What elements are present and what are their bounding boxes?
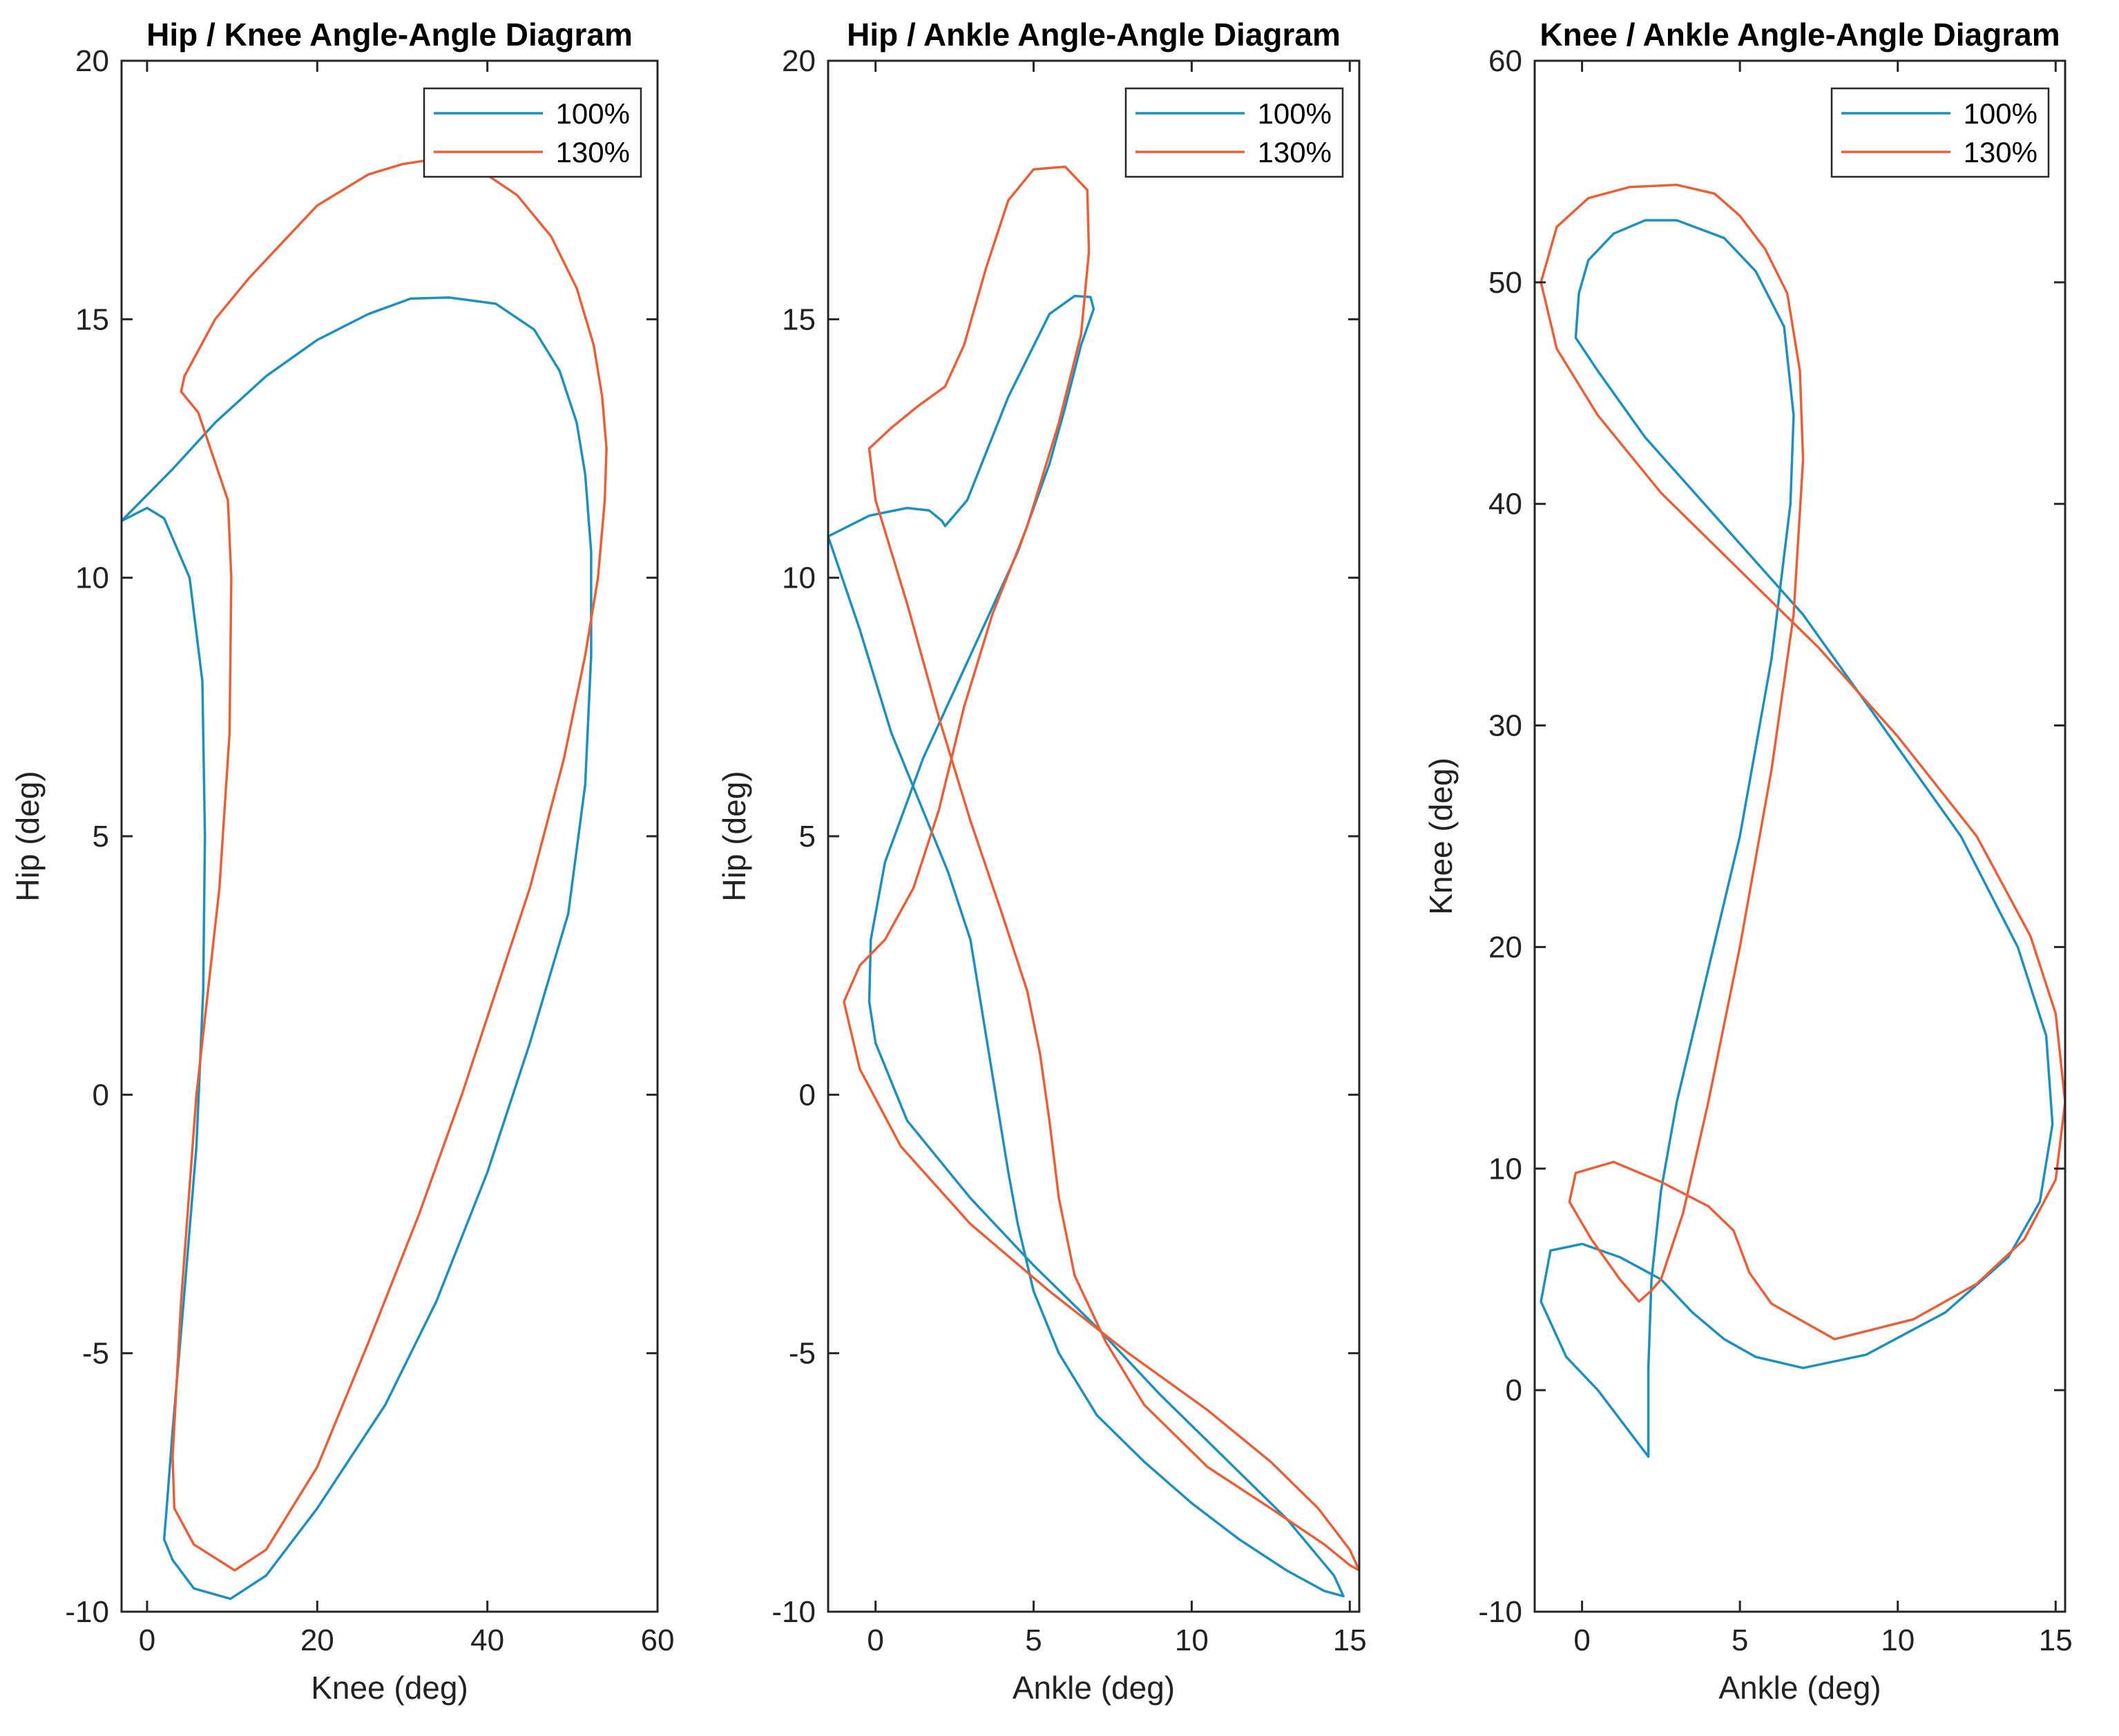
y-tick-label: -10 xyxy=(65,1595,109,1629)
legend-label: 130% xyxy=(1964,136,2038,168)
legend-label: 100% xyxy=(556,97,630,130)
chart-title: Knee / Ankle Angle-Angle Diagram xyxy=(1540,17,2060,52)
x-tick-label: 40 xyxy=(470,1623,504,1657)
chart-panel-hip-ankle: Hip / Ankle Angle-Angle Diagram 0 5 10 15 -10… xyxy=(716,17,1367,1706)
y-tick-label: 15 xyxy=(782,302,816,336)
series-group xyxy=(828,165,1359,1598)
y-tick-label: -10 xyxy=(1478,1595,1522,1629)
y-tick-label: -5 xyxy=(82,1337,109,1371)
x-tick-label: 10 xyxy=(1175,1623,1209,1657)
y-tick-label: 50 xyxy=(1488,266,1522,300)
x-tick-label: 10 xyxy=(1881,1623,1915,1657)
y-tick-label: 10 xyxy=(782,561,816,595)
x-tick-label: 15 xyxy=(2039,1623,2073,1657)
chart-title: Hip / Knee Angle-Angle Diagram xyxy=(146,17,633,52)
x-tick-label: 60 xyxy=(641,1623,675,1657)
legend-label: 130% xyxy=(1258,136,1332,168)
legend-label: 100% xyxy=(1258,97,1332,130)
legend: 100% 130% xyxy=(423,87,642,178)
y-tick-label: 0 xyxy=(799,1078,816,1112)
legend: 100% 130% xyxy=(1124,87,1344,178)
x-axis-label: Ankle (deg) xyxy=(1013,1670,1175,1706)
x-tick-label: 15 xyxy=(1333,1623,1367,1657)
y-tick-label: 20 xyxy=(782,44,816,78)
chart-panel-hip-knee: Hip / Knee Angle-Angle Diagram 0 20 40 60 -10… xyxy=(10,17,674,1706)
chart-panel-knee-ankle: Knee / Ankle Angle-Angle Diagram 0 5 10 15 -1… xyxy=(1423,17,2073,1706)
x-axis-label: Knee (deg) xyxy=(311,1670,468,1706)
y-tick-label: 0 xyxy=(93,1078,109,1112)
x-tick-label: 20 xyxy=(300,1623,334,1657)
x-tick-label: 5 xyxy=(1025,1623,1042,1657)
series-group xyxy=(1540,183,2065,1458)
y-tick-label: 10 xyxy=(1488,1152,1522,1186)
series-group xyxy=(122,157,608,1601)
y-tick-label: 20 xyxy=(75,44,109,78)
y-tick-label: 15 xyxy=(75,302,109,336)
y-tick-label: 60 xyxy=(1488,44,1522,78)
y-tick-label: 10 xyxy=(75,561,109,595)
series-line-100 xyxy=(122,296,593,1601)
x-axis-label: Ankle (deg) xyxy=(1718,1670,1881,1706)
legend-label: 100% xyxy=(1964,97,2038,130)
y-axis-label: Hip (deg) xyxy=(10,771,46,901)
x-tick-label: 5 xyxy=(1732,1623,1748,1657)
chart-title: Hip / Ankle Angle-Angle Diagram xyxy=(847,17,1341,52)
legend: 100% 130% xyxy=(1830,87,2050,178)
y-tick-label: -5 xyxy=(789,1337,816,1371)
y-tick-label: 20 xyxy=(1488,930,1522,964)
legend-box xyxy=(1124,87,1344,178)
x-tick-label: 0 xyxy=(1573,1623,1590,1657)
legend-box xyxy=(423,87,642,178)
legend-box xyxy=(1830,87,2050,178)
y-axis-label: Knee (deg) xyxy=(1423,758,1459,915)
series-line-130 xyxy=(1540,183,2065,1341)
series-line-130 xyxy=(171,157,608,1572)
y-tick-label: 5 xyxy=(799,820,816,853)
plot-frame xyxy=(1533,59,2067,1613)
y-tick-label: 0 xyxy=(1506,1373,1522,1407)
legend-label: 130% xyxy=(556,136,630,168)
x-tick-label: 0 xyxy=(867,1623,883,1657)
y-tick-label: -10 xyxy=(771,1595,816,1629)
y-axis-label: Hip (deg) xyxy=(716,771,752,901)
y-tick-label: 5 xyxy=(93,820,109,853)
x-tick-label: 0 xyxy=(139,1623,155,1657)
y-tick-label: 40 xyxy=(1488,488,1522,521)
series-line-130 xyxy=(843,165,1359,1572)
y-tick-label: 30 xyxy=(1488,709,1522,743)
